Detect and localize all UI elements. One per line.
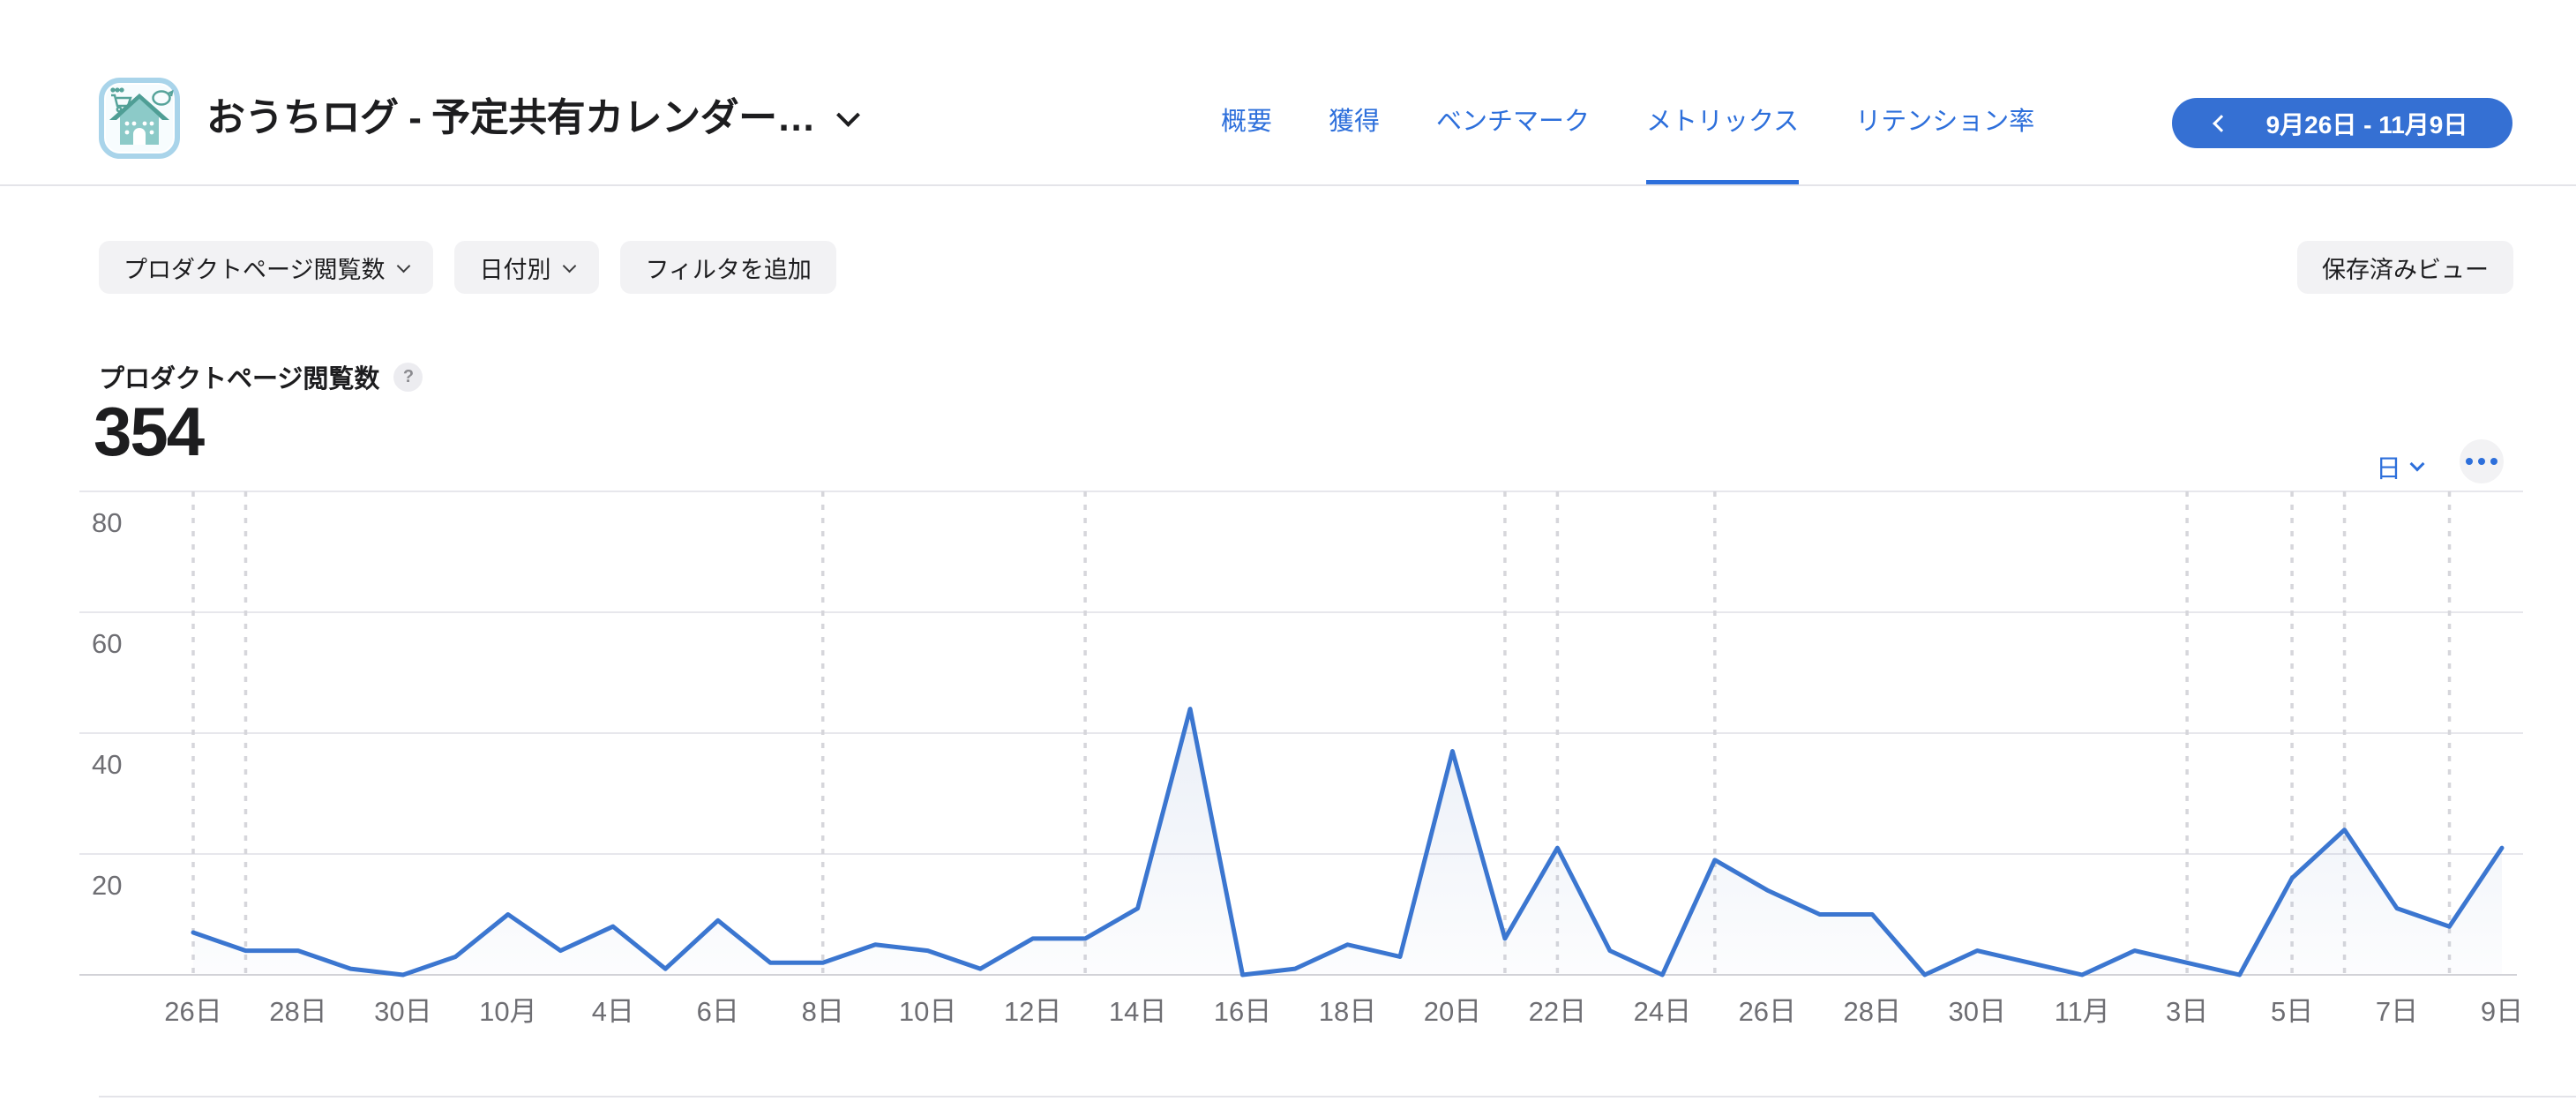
saved-views-button[interactable]: 保存済みビュー [2297,241,2513,294]
granularity-label: 日 [2376,455,2402,483]
svg-text:6日: 6日 [697,996,739,1027]
svg-text:22日: 22日 [1529,996,1586,1027]
group-by-button[interactable]: 日付別 [454,241,600,294]
chevron-down-icon [397,258,411,273]
chevron-down-icon [2409,456,2425,472]
metric-title: プロダクトページ閲覧数 [99,365,380,393]
svg-text:40: 40 [92,749,122,780]
svg-text:7日: 7日 [2376,996,2418,1027]
svg-text:10日: 10日 [899,996,956,1027]
more-options-button[interactable] [2460,439,2504,483]
svg-text:30日: 30日 [1948,996,2005,1027]
add-filter-button[interactable]: フィルタを追加 [620,241,836,294]
svg-text:80: 80 [92,507,122,538]
nav-tab-retention[interactable]: リテンション率 [1855,108,2035,136]
metric-title-row: プロダクトページ閲覧数 ? [99,358,423,395]
app-icon [99,78,180,159]
filter-toolbar: プロダクトページ閲覧数 日付別 フィルタを追加 [99,241,836,294]
svg-text:28日: 28日 [1844,996,1901,1027]
svg-text:4日: 4日 [592,996,634,1027]
svg-text:5日: 5日 [2271,996,2313,1027]
group-by-label: 日付別 [479,256,551,283]
metric-line-chart[interactable]: 20 40 60 80 26日 28日 30日 10月 4日 6日 8日 10日 12日 14日 16日 18… [0,481,2576,1081]
svg-text:20日: 20日 [1424,996,1481,1027]
saved-views-label: 保存済みビュー [2322,256,2489,283]
nav-tab-overview[interactable]: 概要 [1221,108,1273,136]
app-switcher[interactable]: おうちログ - 予定共有カレンダー… [206,78,861,159]
svg-text:24日: 24日 [1634,996,1691,1027]
granularity-button[interactable]: 日 [2376,448,2425,485]
svg-text:18日: 18日 [1319,996,1376,1027]
svg-text:26日: 26日 [1739,996,1796,1027]
svg-text:28日: 28日 [269,996,326,1027]
svg-text:26日: 26日 [164,996,221,1027]
metric-selector-label: プロダクトページ閲覧数 [124,256,386,283]
nav-tab-metrics[interactable]: メトリックス [1646,81,1800,184]
svg-text:14日: 14日 [1109,996,1166,1027]
help-icon[interactable]: ? [393,362,423,392]
add-filter-label: フィルタを追加 [645,256,812,283]
metric-selector-button[interactable]: プロダクトページ閲覧数 [99,241,434,294]
chevron-down-icon [563,258,577,273]
svg-text:11月: 11月 [2055,996,2110,1027]
svg-text:20: 20 [92,870,122,901]
date-range-label: 9月26日 - 11月9日 [2265,110,2468,139]
nav-tab-benchmarks[interactable]: ベンチマーク [1436,108,1591,136]
chevron-left-icon [2212,114,2230,132]
chevron-down-icon [836,102,861,127]
svg-text:8日: 8日 [802,996,844,1027]
ellipsis-icon [2463,458,2500,465]
svg-text:9日: 9日 [2481,996,2523,1027]
svg-text:12日: 12日 [1004,996,1061,1027]
footer-divider [99,1096,2576,1097]
svg-text:10月: 10月 [479,996,536,1027]
date-range-button[interactable]: 9月26日 - 11月9日 [2172,98,2512,148]
svg-text:16日: 16日 [1214,996,1271,1027]
metric-total: 354 [94,393,205,470]
svg-text:3日: 3日 [2166,996,2208,1027]
primary-nav: 概要 獲得 ベンチマーク メトリックス リテンション率 [1221,81,2034,184]
app-title-label: おうちログ - 予定共有カレンダー… [206,96,816,139]
nav-tab-acquisition[interactable]: 獲得 [1329,108,1381,136]
svg-text:60: 60 [92,628,122,659]
svg-text:30日: 30日 [374,996,431,1027]
header-divider [0,184,2576,186]
